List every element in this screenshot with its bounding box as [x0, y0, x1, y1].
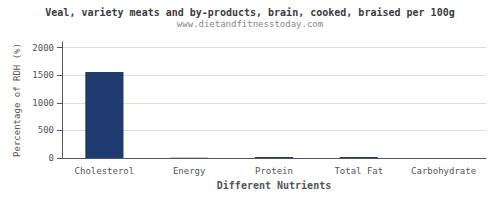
svg-text:Energy: Energy — [173, 166, 206, 176]
svg-text:Cholesterol: Cholesterol — [75, 166, 135, 176]
svg-text:Different Nutrients: Different Nutrients — [217, 180, 331, 191]
svg-text:1500: 1500 — [32, 70, 54, 80]
svg-text:500: 500 — [38, 125, 54, 135]
svg-text:0: 0 — [49, 153, 54, 163]
svg-text:2000: 2000 — [32, 43, 54, 53]
svg-text:Protein: Protein — [255, 166, 293, 176]
svg-text:Carbohydrate: Carbohydrate — [411, 166, 476, 176]
svg-text:1000: 1000 — [32, 98, 54, 108]
svg-text:Veal, variety meats and by-pro: Veal, variety meats and by-products, bra… — [45, 7, 454, 18]
svg-text:Total Fat: Total Fat — [334, 166, 383, 176]
svg-text:www.dietandfitnesstoday.com: www.dietandfitnesstoday.com — [177, 19, 323, 29]
svg-text:Percentage of RDH (%): Percentage of RDH (%) — [12, 43, 22, 157]
